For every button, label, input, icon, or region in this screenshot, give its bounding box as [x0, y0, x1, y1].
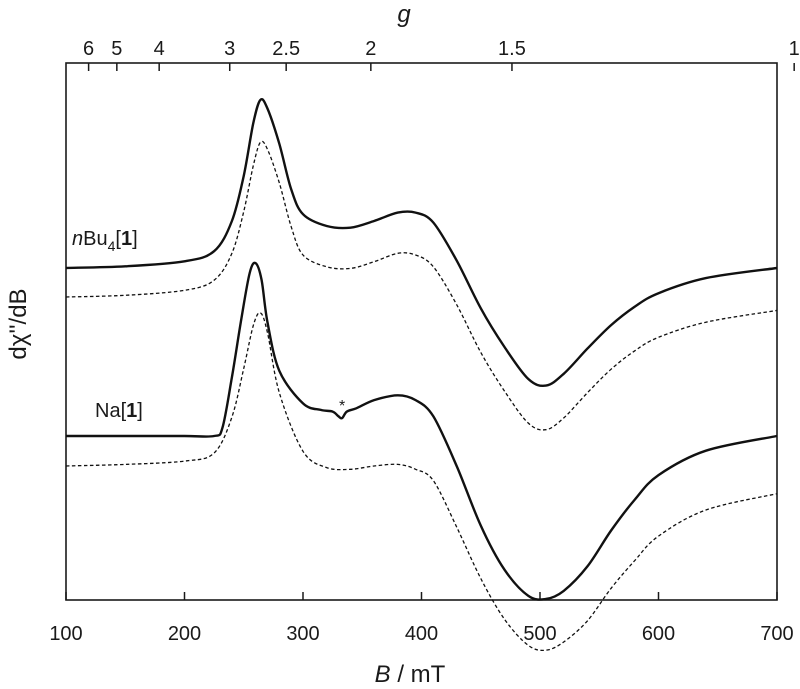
spectra-lines	[65, 98, 778, 652]
g-tick-label-1.5: 1.5	[498, 38, 526, 60]
g-tick-label-5: 5	[111, 38, 122, 60]
x-axis-title: B / mT	[375, 661, 446, 688]
series-line-1-experimental	[65, 98, 778, 388]
series-line-3-experimental	[66, 261, 778, 601]
g-tick-label-3: 3	[224, 38, 235, 60]
series-line-2-simulation	[65, 140, 778, 431]
impurity-asterisk: *	[339, 398, 345, 415]
plot-frame	[65, 62, 778, 601]
x-tick-label-700: 700	[760, 623, 793, 645]
x-tick-label-400: 400	[405, 623, 438, 645]
g-tick-label-6: 6	[83, 38, 94, 60]
x-tick-label-300: 300	[286, 623, 319, 645]
x-axis-title-symbol: B	[375, 661, 391, 688]
top-g-axis-ticks: 6 5 4 3 2.5 2 1.5 1	[83, 38, 800, 71]
series-label-na: Na[1]	[95, 400, 143, 422]
g-tick-label-4: 4	[154, 38, 165, 60]
g-tick-label-2.5: 2.5	[272, 38, 300, 60]
x-tick-label-600: 600	[642, 623, 675, 645]
g-tick-label-2: 2	[365, 38, 376, 60]
x-axis-title-unit: / mT	[391, 661, 446, 688]
x-tick-label-500: 500	[523, 623, 556, 645]
y-axis-title: dχ''/dB	[5, 288, 32, 359]
x-tick-label-200: 200	[168, 623, 201, 645]
x-tick-label-100: 100	[49, 623, 82, 645]
series-line-4-simulation	[65, 312, 778, 652]
g-tick-label-1: 1	[789, 38, 800, 60]
series-label-nbu4: nBu4[1]	[72, 228, 138, 254]
bottom-axis-ticks: 100 200 300 400 500 600 700	[49, 592, 794, 645]
top-axis-title: g	[397, 1, 411, 28]
